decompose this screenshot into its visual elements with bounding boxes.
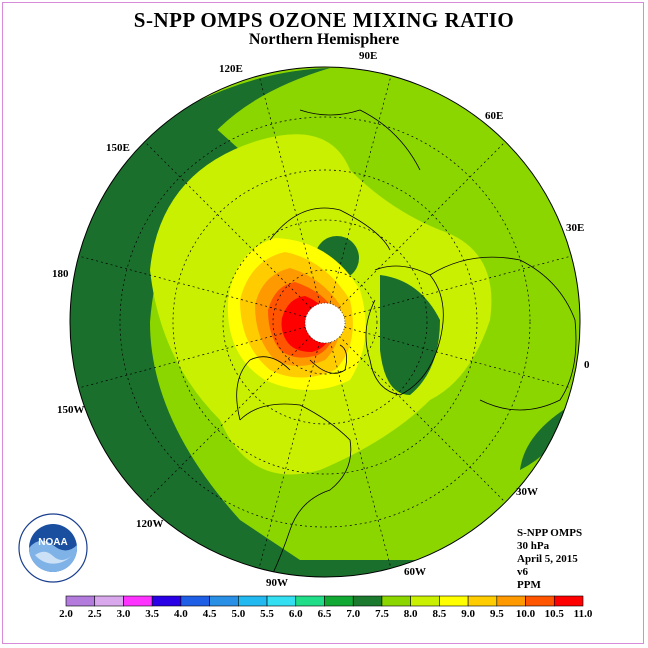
coastlines: [236, 109, 577, 577]
map-title: S-NPP OMPS OZONE MIXING RATIO: [133, 8, 515, 32]
info-instrument: S-NPP OMPS: [517, 527, 583, 539]
colorbar-label: 6.0: [288, 608, 303, 620]
lon-label-0: 0: [584, 359, 590, 371]
dark-green-outer-north: [190, 68, 330, 150]
pole-no-data: [304, 302, 346, 344]
info-level: 30 hPa: [517, 540, 550, 552]
colorbar-label: 11.0: [573, 608, 593, 620]
colorbar-label: 3.5: [145, 608, 160, 620]
map-subtitle: Northern Hemisphere: [248, 31, 400, 48]
info-version: v6: [517, 566, 528, 578]
info-date: April 5, 2015: [517, 553, 578, 565]
meridian-line: [344, 326, 577, 390]
colorbar-label: 8.5: [432, 608, 447, 620]
lat-circle-60: [222, 219, 428, 425]
colorbar-label: 6.5: [317, 608, 332, 620]
colorbar-label: 3.0: [116, 608, 131, 620]
meridian-line: [329, 341, 393, 574]
lon-label-180: 180: [52, 268, 69, 280]
meridian-line: [257, 70, 321, 303]
colorbar-label: 5.0: [231, 608, 246, 620]
lon-label-120e: 120E: [219, 63, 243, 75]
meridian-line: [338, 137, 510, 309]
colorbar-label: 8.0: [403, 608, 418, 620]
colorbar-label: 4.0: [174, 608, 188, 620]
meridian-line: [329, 70, 393, 303]
meridian-line: [338, 335, 510, 507]
meridians: [73, 70, 577, 574]
colorbar-label: 2.5: [87, 608, 102, 620]
meridian-line: [140, 335, 312, 507]
map-border: [69, 66, 581, 578]
lon-label-150e: 150E: [106, 142, 130, 154]
colorbar-label: 10.5: [544, 608, 564, 620]
lon-label-60e: 60E: [485, 110, 504, 122]
info-units: PPM: [517, 579, 541, 591]
coastline-alaska: [236, 356, 291, 421]
lon-label-120w: 120W: [136, 518, 164, 530]
meridian-line: [140, 137, 312, 309]
lon-label-30w: 30W: [516, 486, 538, 498]
lat-circle-30: [119, 116, 531, 528]
meridian-line: [73, 326, 306, 390]
lon-label-60w: 60W: [404, 566, 426, 578]
lon-label-90w: 90W: [266, 577, 288, 589]
graticule: [73, 70, 577, 574]
colorbar-label: 2.0: [59, 608, 73, 620]
meridian-line: [73, 254, 306, 318]
colorbar-label: 9.0: [461, 608, 475, 620]
colorbar-label: 5.5: [260, 608, 274, 620]
colorbar-label: 7.5: [375, 608, 389, 620]
coastline-siberia: [269, 207, 391, 251]
map-info: S-NPP OMPS 30 hPa April 5, 2015 v6 PPM: [517, 527, 582, 592]
colorbar-label: 4.5: [202, 608, 217, 620]
coastline-asia: [429, 256, 577, 411]
lat-circle-70: [272, 269, 378, 375]
coastline-europe: [365, 265, 444, 396]
colorbar-label: 7.0: [346, 608, 361, 620]
meridian-line: [344, 254, 577, 318]
lon-label-150w: 150W: [57, 404, 85, 416]
lon-label-30e: 30E: [566, 222, 585, 234]
colorbar-label: 10.0: [515, 608, 536, 620]
meridian-line: [257, 341, 321, 574]
coastline-east-asia: [299, 109, 421, 171]
coastline-north-america: [239, 403, 352, 577]
lat-circle-45: [172, 169, 478, 475]
colorbar-label: 9.5: [489, 608, 504, 620]
lon-label-90e: 90E: [359, 50, 378, 62]
low-patch-europe: [380, 275, 440, 395]
